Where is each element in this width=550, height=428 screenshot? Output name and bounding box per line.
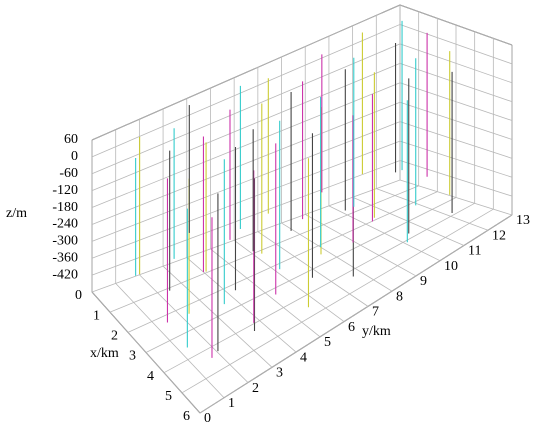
grid-line	[91, 82, 401, 208]
z-tick-label: -300	[52, 234, 78, 249]
grid-line	[199, 214, 513, 414]
y-tick-label: 2	[252, 381, 259, 396]
x-tick-label: 4	[147, 369, 154, 384]
x-tick-label: 6	[183, 409, 190, 424]
y-tick-label: 4	[300, 350, 307, 365]
grid-line	[91, 160, 401, 276]
grid-line	[91, 101, 401, 225]
z-axis-title: z/m	[6, 206, 27, 221]
y-tick-label: 9	[420, 274, 427, 289]
x-tick-label: 1	[93, 308, 100, 323]
z-tick-label: 60	[64, 132, 78, 147]
y-tick-label: 3	[276, 366, 283, 381]
z-tick-label: -240	[52, 217, 78, 232]
x-axis-title: x/km	[90, 346, 119, 361]
y-axis-title: y/km	[362, 324, 391, 339]
grid-line	[91, 179, 401, 293]
y-tick-label: 11	[468, 244, 481, 259]
z-tick-label: -420	[52, 267, 78, 282]
y-tick-label: 6	[348, 320, 355, 335]
grid-line	[91, 140, 401, 259]
z-tick-label: -60	[59, 166, 78, 181]
y-tick-label: 0	[204, 411, 211, 426]
y-tick-label: 12	[492, 228, 506, 243]
z-tick-label: 0	[71, 149, 78, 164]
y-tick-label: 1	[228, 396, 235, 411]
z-tick-label: -120	[52, 183, 78, 198]
x-tick-label: 0	[75, 288, 82, 303]
grid-line	[91, 24, 401, 158]
grid-line	[145, 197, 457, 353]
z-tick-label: -180	[52, 200, 78, 215]
grid-line	[91, 121, 401, 242]
y-tick-label: 13	[516, 213, 530, 228]
grid-line	[127, 191, 438, 333]
x-tick-label: 5	[165, 389, 172, 404]
grid-line	[163, 202, 475, 374]
x-tick-label: 3	[129, 349, 136, 364]
grid-line	[91, 43, 401, 175]
grid-line	[109, 185, 419, 313]
y-tick-label: 5	[324, 335, 331, 350]
y-tick-label: 7	[372, 305, 379, 320]
y-tick-label: 8	[396, 289, 403, 304]
grid-line	[91, 4, 401, 141]
y-tick-label: 10	[444, 259, 458, 274]
x-tick-label: 2	[111, 329, 118, 344]
grid-line	[91, 62, 401, 192]
grid-line	[181, 208, 494, 394]
z-tick-label: -360	[52, 250, 78, 265]
